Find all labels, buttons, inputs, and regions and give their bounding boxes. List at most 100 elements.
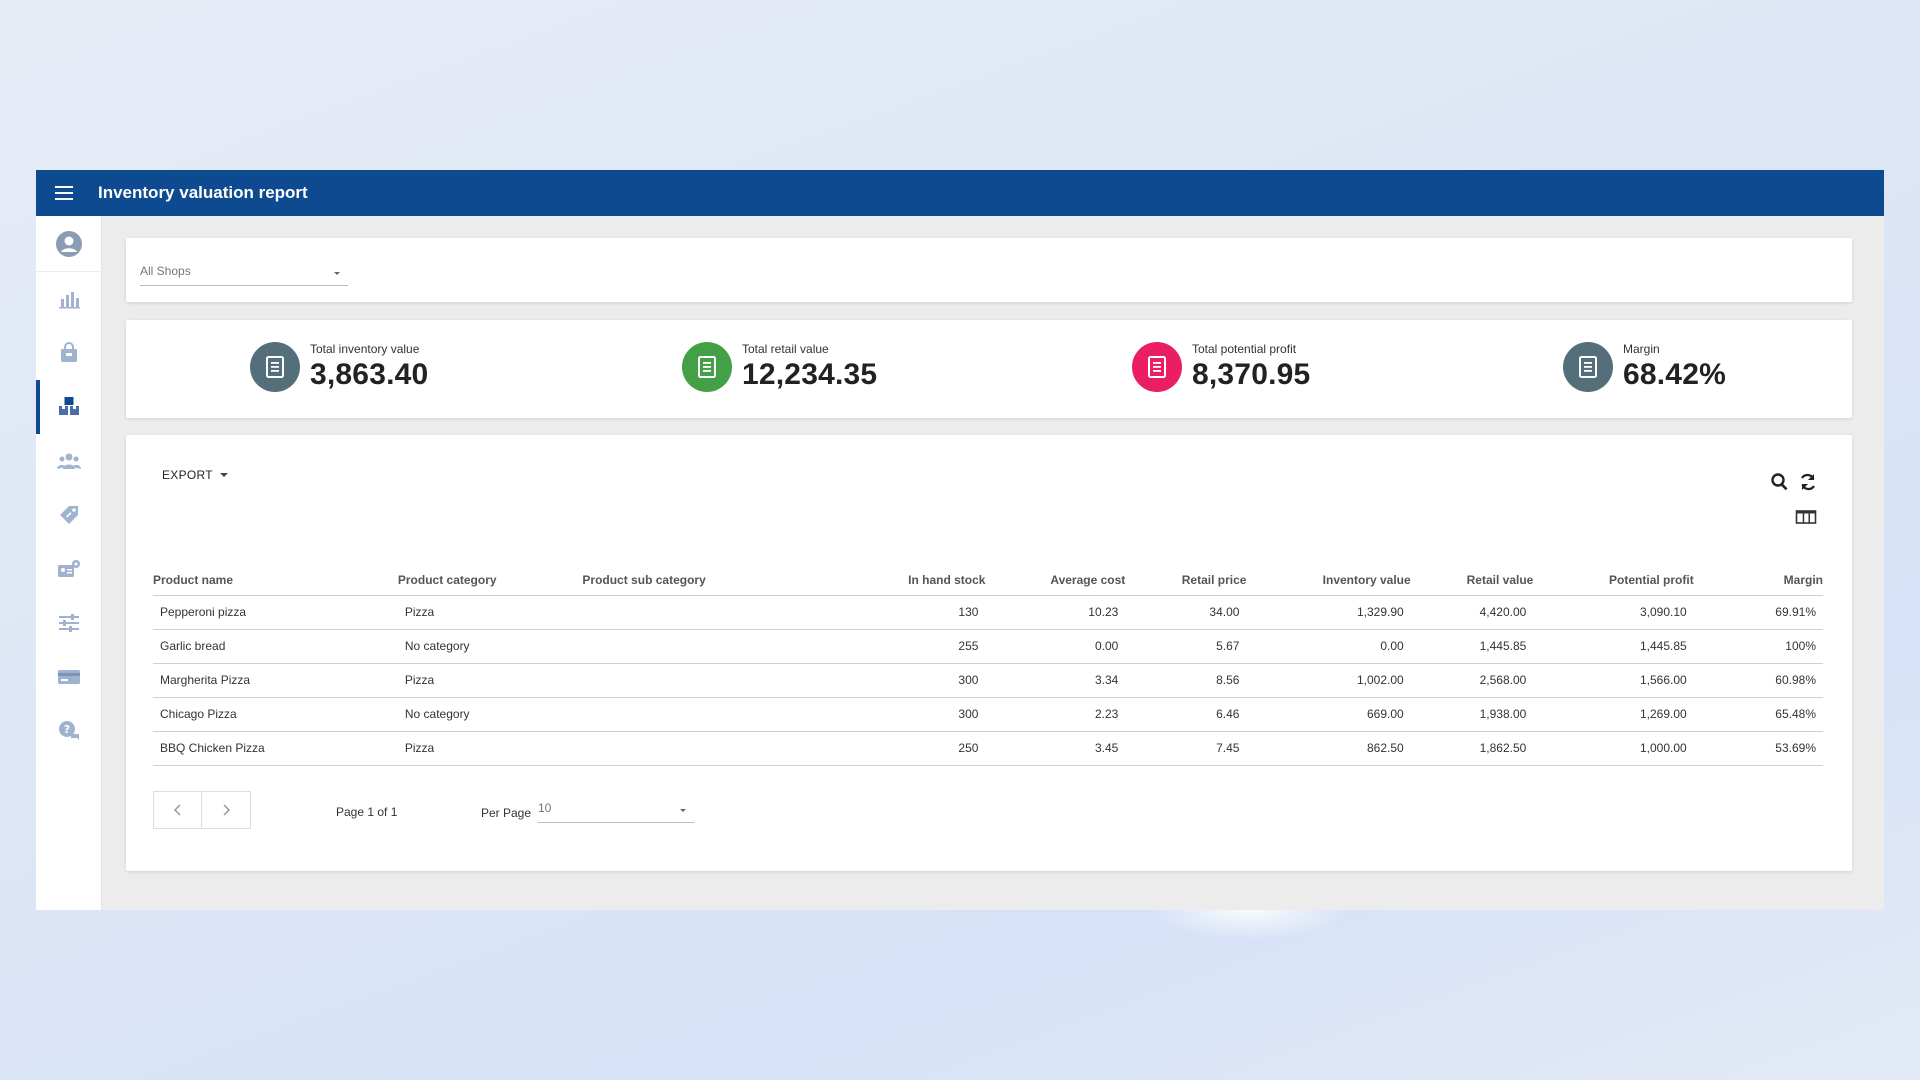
table-row[interactable]: Pepperoni pizza Pizza 130 10.23 34.00 1,… (153, 595, 1823, 630)
sidebar: ? (36, 216, 102, 910)
shop-select[interactable]: All Shops (140, 264, 348, 286)
cell-sub-category (582, 595, 768, 630)
previous-page-button[interactable] (154, 792, 203, 828)
top-bar: Inventory valuation report (36, 170, 1884, 216)
id-card-icon (58, 560, 80, 577)
receipt-icon (250, 342, 300, 392)
help-chat-icon: ? (59, 721, 79, 740)
cell-product-name: Chicago Pizza (153, 697, 398, 732)
column-header[interactable]: In hand stock (767, 565, 986, 596)
menu-icon[interactable] (36, 170, 92, 216)
column-header[interactable]: Retail price (1125, 565, 1247, 596)
cell-category: Pizza (397, 731, 583, 766)
cell-sub-category (582, 629, 768, 664)
shopping-bag-icon (61, 342, 77, 362)
sidebar-item-customers[interactable] (36, 434, 102, 488)
column-header[interactable]: Retail value (1410, 565, 1534, 596)
sidebar-item-billing[interactable] (36, 650, 102, 704)
table-row[interactable]: Garlic bread No category 255 0.00 5.67 0… (153, 629, 1823, 664)
cell-stock: 255 (767, 629, 986, 664)
cell-category: No category (397, 697, 583, 732)
stat-label: Margin (1623, 342, 1660, 356)
cell-average-cost: 2.23 (985, 697, 1126, 732)
receipt-icon (1563, 342, 1613, 392)
chevron-left-icon (173, 804, 181, 816)
column-header[interactable]: Product name (153, 565, 398, 596)
cell-retail-value: 2,568.00 (1410, 663, 1534, 698)
sidebar-item-help[interactable]: ? (36, 704, 102, 758)
cell-sub-category (582, 663, 768, 698)
stat-label: Total retail value (742, 342, 829, 356)
table-row[interactable]: Margherita Pizza Pizza 300 3.34 8.56 1,0… (153, 663, 1823, 698)
export-button[interactable]: EXPORT (162, 468, 229, 482)
columns-icon[interactable] (1795, 509, 1817, 525)
cell-retail-price: 5.67 (1125, 629, 1247, 664)
cell-product-name: Garlic bread (153, 629, 398, 664)
cell-potential-profit: 1,566.00 (1533, 663, 1694, 698)
cell-retail-value: 1,862.50 (1410, 731, 1534, 766)
table-header-row: Product name Product category Product su… (153, 565, 1823, 596)
receipt-icon (682, 342, 732, 392)
table-row[interactable]: BBQ Chicken Pizza Pizza 250 3.45 7.45 86… (153, 731, 1823, 766)
chevron-down-icon (680, 809, 686, 812)
boxes-icon (59, 397, 79, 415)
cell-average-cost: 0.00 (985, 629, 1126, 664)
tag-icon (60, 506, 78, 524)
chevron-down-icon (334, 272, 340, 275)
cell-average-cost: 3.45 (985, 731, 1126, 766)
next-page-button[interactable] (202, 792, 250, 828)
stats-card: Total inventory value 3,863.40 Total ret… (126, 320, 1852, 418)
bar-chart-icon (59, 292, 80, 309)
inventory-table: Product name Product category Product su… (153, 565, 1823, 766)
people-icon (57, 453, 81, 469)
cell-retail-value: 4,420.00 (1410, 595, 1534, 630)
column-header[interactable]: Product sub category (582, 565, 768, 596)
sidebar-item-employees[interactable] (36, 542, 102, 596)
cell-inventory-value: 862.50 (1246, 731, 1411, 766)
cell-inventory-value: 0.00 (1246, 629, 1411, 664)
cell-margin: 100% (1693, 629, 1823, 664)
column-header[interactable]: Inventory value (1246, 565, 1411, 596)
column-header[interactable]: Average cost (985, 565, 1126, 596)
table-row[interactable]: Chicago Pizza No category 300 2.23 6.46 … (153, 697, 1823, 732)
cell-margin: 69.91% (1693, 595, 1823, 630)
cell-retail-price: 8.56 (1125, 663, 1247, 698)
sliders-icon (59, 614, 79, 632)
per-page-select[interactable]: 10 (538, 801, 694, 823)
refresh-icon[interactable] (1798, 472, 1818, 492)
cell-potential-profit: 1,445.85 (1533, 629, 1694, 664)
cell-product-name: BBQ Chicken Pizza (153, 731, 398, 766)
cell-sub-category (582, 697, 768, 732)
page-info: Page 1 of 1 (336, 805, 398, 819)
cell-retail-value: 1,445.85 (1410, 629, 1534, 664)
sidebar-item-inventory[interactable] (36, 380, 102, 434)
cell-product-name: Margherita Pizza (153, 663, 398, 698)
search-icon[interactable] (1770, 472, 1790, 492)
sidebar-item-reports[interactable] (36, 272, 102, 326)
credit-card-icon (58, 670, 80, 684)
column-header[interactable]: Potential profit (1533, 565, 1694, 596)
sidebar-item-sales[interactable] (36, 326, 102, 380)
cell-inventory-value: 669.00 (1246, 697, 1411, 732)
stat-value: 68.42% (1623, 358, 1726, 391)
cell-sub-category (582, 731, 768, 766)
main-content: All Shops Total inventory value 3,863.40 (102, 216, 1884, 910)
cell-stock: 130 (767, 595, 986, 630)
cell-retail-value: 1,938.00 (1410, 697, 1534, 732)
receipt-icon (1132, 342, 1182, 392)
sidebar-item-settings[interactable] (36, 596, 102, 650)
stat-label: Total inventory value (310, 342, 420, 356)
column-header[interactable]: Margin (1693, 565, 1823, 596)
pagination-controls (153, 791, 251, 829)
cell-margin: 60.98% (1693, 663, 1823, 698)
column-header[interactable]: Product category (397, 565, 583, 596)
stat-total-inventory-value: Total inventory value 3,863.40 (250, 342, 428, 392)
cell-average-cost: 3.34 (985, 663, 1126, 698)
sidebar-item-profile[interactable] (36, 216, 102, 272)
stat-value: 8,370.95 (1192, 358, 1311, 391)
stat-value: 3,863.40 (310, 358, 429, 391)
sidebar-item-promotions[interactable] (36, 488, 102, 542)
svg-text:?: ? (64, 723, 70, 736)
cell-stock: 250 (767, 731, 986, 766)
cell-product-name: Pepperoni pizza (153, 595, 398, 630)
